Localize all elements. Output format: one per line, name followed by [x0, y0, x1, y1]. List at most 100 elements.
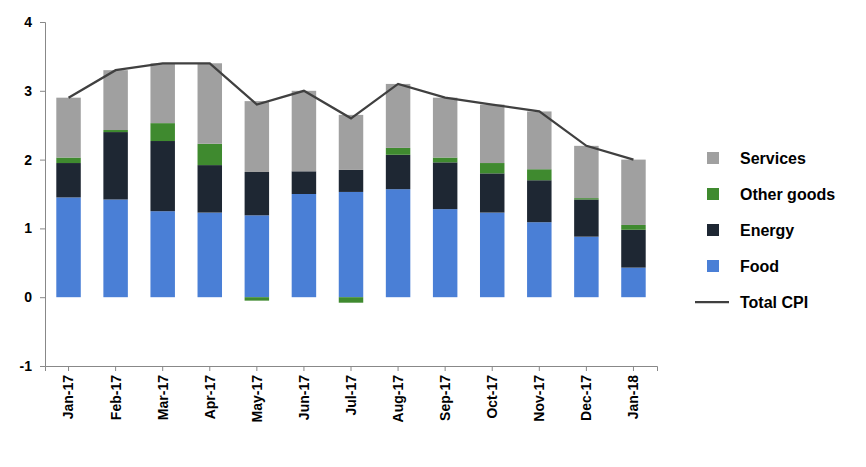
chart: -1 0 1 2 3 4 Jan-17 Feb-17 Mar-17 Apr-17 May-17 Jun… [0, 0, 866, 467]
legend-label: Energy [740, 222, 794, 239]
x-tick-mark [586, 366, 587, 371]
line [69, 63, 634, 159]
legend-item: Food [707, 258, 779, 275]
y-tick-mark [40, 91, 45, 92]
bar [574, 200, 598, 237]
y-tick: 1 [24, 220, 45, 236]
bar [433, 209, 457, 297]
bar [527, 169, 551, 180]
bar [245, 297, 269, 300]
bar [621, 268, 645, 298]
y-tick-label: 2 [24, 152, 32, 168]
y-tick-mark [40, 366, 45, 367]
bar-series [56, 63, 645, 225]
x-tick-label: Mar-17 [155, 375, 171, 420]
legend-label: Services [740, 150, 806, 167]
x-tick: Jun-17 [296, 366, 312, 420]
bar [56, 98, 80, 158]
legend-swatch [707, 188, 719, 200]
x-tick-label: Dec-17 [578, 375, 594, 421]
y-tick: 3 [24, 83, 45, 99]
x-tick-label: Aug-17 [390, 375, 406, 423]
y-tick-label: 0 [24, 289, 32, 305]
x-tick-mark [256, 366, 257, 371]
bar [103, 200, 127, 298]
bar [150, 141, 174, 211]
x-tick-mark [398, 366, 399, 371]
bar [527, 222, 551, 297]
x-tick: Apr-17 [202, 366, 218, 419]
bar [574, 146, 598, 198]
bar [621, 225, 645, 230]
legend: Services Other goods Energy Food Total CPI [695, 150, 835, 311]
bar [292, 91, 316, 171]
x-tick: Oct-17 [484, 366, 500, 419]
bar [103, 132, 127, 199]
x-tick-label: Feb-17 [108, 375, 124, 420]
bar [574, 237, 598, 298]
bar [480, 173, 504, 212]
legend-label: Total CPI [740, 294, 808, 311]
legend-swatch [695, 301, 729, 303]
bar [386, 84, 410, 148]
bar [292, 297, 316, 298]
legend-label: Food [740, 258, 779, 275]
y-tick-label: 4 [24, 14, 32, 30]
x-tick: Jan-18 [625, 366, 641, 419]
x-axis-line [46, 367, 658, 372]
bar [198, 213, 222, 298]
x-tick-mark [633, 366, 634, 371]
y-tick-label: 3 [24, 83, 32, 99]
x-tick: Jul-17 [343, 366, 359, 415]
x-tick: Jan-17 [60, 366, 76, 419]
bar [103, 130, 127, 132]
bar [292, 194, 316, 297]
bar [527, 180, 551, 222]
x-tick-label: Jan-17 [60, 375, 76, 420]
x-tick: Aug-17 [390, 366, 406, 422]
bar [433, 98, 457, 158]
y-tick: 4 [24, 14, 45, 30]
bar [245, 172, 269, 215]
bar [198, 144, 222, 165]
x-tick-label: May-17 [249, 375, 265, 423]
bar-series [56, 189, 645, 297]
x-tick-mark [68, 366, 69, 371]
bar [339, 297, 363, 303]
bar [56, 163, 80, 197]
bar [292, 171, 316, 194]
bar [150, 211, 174, 297]
y-tick-mark [40, 22, 45, 23]
y-axis: -1 0 1 2 3 4 [20, 14, 46, 374]
x-tick-label: Apr-17 [202, 375, 218, 420]
bar [480, 213, 504, 298]
legend-label: Other goods [740, 186, 835, 203]
x-tick-mark [303, 366, 304, 371]
x-tick-mark [445, 366, 446, 371]
bar [56, 158, 80, 164]
x-tick-label: Jun-17 [296, 375, 312, 420]
bar [150, 123, 174, 141]
x-tick-mark [209, 366, 210, 371]
x-tick-label: Oct-17 [484, 375, 500, 419]
x-tick-mark [539, 366, 540, 371]
bar [386, 155, 410, 189]
bar [433, 158, 457, 163]
legend-swatch [707, 260, 719, 272]
x-tick: Sep-17 [437, 366, 453, 421]
bar [339, 170, 363, 192]
legend-item: Total CPI [695, 294, 808, 311]
y-tick: 2 [24, 152, 45, 168]
legend-item: Energy [707, 222, 794, 239]
legend-swatch [707, 224, 719, 236]
y-tick: -1 [20, 358, 45, 374]
y-tick-label: 1 [24, 220, 32, 236]
y-tick-mark [40, 160, 45, 161]
bar [56, 197, 80, 297]
x-tick-label: Jan-18 [625, 375, 641, 420]
legend-item: Other goods [707, 186, 835, 203]
x-tick-mark [115, 366, 116, 371]
bar [621, 230, 645, 268]
x-tick: Feb-17 [108, 366, 124, 420]
y-tick: 0 [24, 289, 45, 305]
